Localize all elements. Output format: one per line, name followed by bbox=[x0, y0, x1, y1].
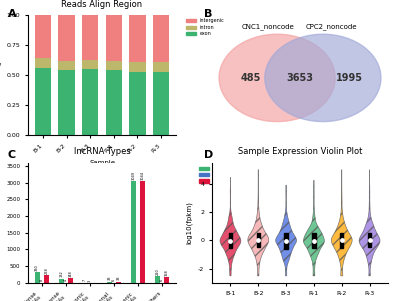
Title: Reads Align Region: Reads Align Region bbox=[62, 0, 142, 9]
Bar bbox=[164, 277, 169, 283]
Point bbox=[255, 238, 262, 243]
Bar bbox=[312, 234, 316, 248]
Bar bbox=[340, 233, 344, 248]
Bar bbox=[59, 278, 64, 283]
Text: 6: 6 bbox=[160, 279, 164, 281]
Text: A: A bbox=[8, 9, 17, 19]
Bar bbox=[58, 61, 75, 70]
Text: 1995: 1995 bbox=[336, 73, 363, 83]
Bar bbox=[284, 233, 288, 249]
Y-axis label: Percentage: Percentage bbox=[0, 56, 1, 95]
Text: 8: 8 bbox=[40, 279, 44, 281]
Point bbox=[366, 238, 373, 243]
Text: 210: 210 bbox=[155, 268, 159, 275]
Y-axis label: log10(fpkm): log10(fpkm) bbox=[186, 201, 192, 244]
Bar bbox=[140, 181, 145, 283]
Text: 228: 228 bbox=[45, 267, 49, 274]
Point bbox=[311, 238, 317, 243]
Text: D: D bbox=[204, 150, 213, 160]
Bar bbox=[107, 282, 112, 283]
Text: B: B bbox=[204, 9, 212, 19]
Circle shape bbox=[265, 34, 381, 122]
Bar bbox=[35, 272, 40, 283]
Text: 485: 485 bbox=[240, 73, 261, 83]
Bar bbox=[368, 233, 371, 247]
Bar bbox=[82, 69, 98, 135]
Legend: intergenic, intron, exon: intergenic, intron, exon bbox=[185, 17, 225, 37]
Text: 3044: 3044 bbox=[141, 171, 145, 180]
Bar bbox=[155, 276, 160, 283]
Text: 3049: 3049 bbox=[131, 171, 135, 180]
Bar bbox=[44, 275, 49, 283]
Bar bbox=[35, 15, 51, 58]
Text: 6: 6 bbox=[112, 279, 116, 281]
Legend: All, known, novel: All, known, novel bbox=[198, 165, 230, 185]
Title: Sample Expression Violin Plot: Sample Expression Violin Plot bbox=[238, 147, 362, 156]
Y-axis label: Number of lncRNAs: Number of lncRNAs bbox=[0, 189, 1, 257]
Text: 3653: 3653 bbox=[286, 73, 314, 83]
Text: 168: 168 bbox=[165, 269, 169, 276]
Text: C: C bbox=[8, 150, 16, 160]
Bar bbox=[82, 60, 98, 69]
Text: CPC2_noncode: CPC2_noncode bbox=[306, 23, 358, 29]
Point bbox=[338, 238, 345, 243]
Bar bbox=[129, 72, 146, 135]
Bar bbox=[106, 61, 122, 70]
Bar bbox=[106, 70, 122, 135]
Text: 4: 4 bbox=[64, 279, 68, 281]
Bar bbox=[153, 62, 169, 72]
Bar bbox=[82, 15, 98, 60]
Bar bbox=[68, 278, 73, 283]
X-axis label: Sample: Sample bbox=[89, 160, 115, 166]
Bar bbox=[58, 15, 75, 61]
Title: lncRNA Types: lncRNA Types bbox=[74, 147, 130, 156]
Text: 3: 3 bbox=[88, 279, 92, 281]
Bar bbox=[129, 62, 146, 72]
Bar bbox=[131, 181, 136, 283]
Text: CNC1_noncode: CNC1_noncode bbox=[242, 23, 295, 29]
Text: 132: 132 bbox=[59, 270, 63, 277]
Point bbox=[283, 238, 289, 243]
Bar bbox=[106, 15, 122, 61]
Text: 7: 7 bbox=[83, 279, 87, 281]
Text: 33: 33 bbox=[117, 276, 121, 281]
Circle shape bbox=[219, 34, 335, 122]
Bar bbox=[153, 15, 169, 62]
Text: 33: 33 bbox=[107, 276, 111, 281]
Text: 148: 148 bbox=[69, 270, 73, 277]
Bar bbox=[229, 233, 232, 248]
Bar bbox=[58, 70, 75, 135]
Bar bbox=[256, 233, 260, 247]
Bar bbox=[153, 72, 169, 135]
Point bbox=[227, 238, 234, 243]
Bar bbox=[35, 68, 51, 135]
Text: 330: 330 bbox=[35, 264, 39, 271]
Bar bbox=[35, 58, 51, 68]
Bar bbox=[129, 15, 146, 62]
Bar bbox=[116, 282, 121, 283]
